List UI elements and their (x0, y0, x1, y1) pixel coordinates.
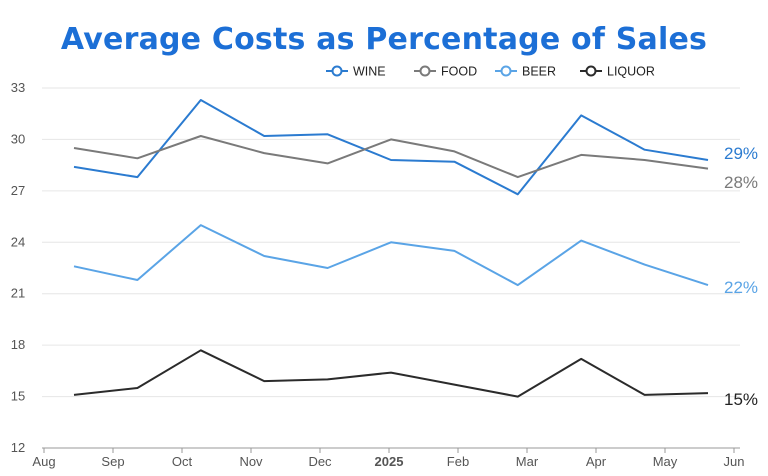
x-tick-label: Aug (32, 454, 55, 469)
legend: WINE FOOD BEER LIQUOR (326, 65, 655, 79)
series-line-wine (73, 99, 709, 196)
y-tick-label: 24 (11, 234, 25, 249)
x-tick-label: Oct (172, 454, 193, 469)
series-line-beer (73, 224, 709, 287)
y-tick-label: 12 (11, 440, 25, 455)
end-label-wine: 29% (724, 144, 758, 163)
y-tick-label: 15 (11, 389, 25, 404)
legend-item-liquor: LIQUOR (580, 65, 655, 79)
x-tick-label: May (653, 454, 678, 469)
x-tick-label: Mar (516, 454, 539, 469)
chart-title: Average Costs as Percentage of Sales (60, 22, 708, 57)
y-tick-label: 30 (11, 131, 25, 146)
x-tick-label: Feb (447, 454, 469, 469)
y-tick-label: 27 (11, 183, 25, 198)
end-labels: 29% 28% 22% 15% (724, 144, 758, 409)
x-tick-label: Sep (101, 454, 124, 469)
x-tick-label: Apr (586, 454, 607, 469)
legend-swatch-marker (331, 65, 343, 77)
x-tick-label: Dec (308, 454, 332, 469)
axes: 12 15 18 21 24 27 30 33 Aug Sep Oct Nov Dec 2025 Feb Ma… (11, 80, 745, 469)
legend-label: WINE (353, 65, 386, 79)
end-label-liquor: 15% (724, 390, 758, 409)
x-tick-label: Jun (724, 454, 745, 469)
y-tick-label: 33 (11, 80, 25, 95)
y-tick-label: 18 (11, 337, 25, 352)
legend-item-food: FOOD (414, 65, 477, 79)
end-label-food: 28% (724, 173, 758, 192)
legend-label: FOOD (441, 65, 477, 79)
legend-item-wine: WINE (326, 65, 386, 79)
end-label-beer: 22% (724, 278, 758, 297)
legend-label: LIQUOR (607, 65, 655, 79)
series-line-food (73, 135, 709, 179)
legend-swatch-marker (500, 65, 512, 77)
legend-label: BEER (522, 65, 556, 79)
x-tick-label: 2025 (375, 454, 404, 469)
legend-swatch-marker (585, 65, 597, 77)
legend-item-beer: BEER (495, 65, 556, 79)
y-tick-label: 21 (11, 286, 25, 301)
x-tick-label: Nov (239, 454, 263, 469)
series-line-liquor (73, 349, 709, 398)
series-lines (73, 99, 709, 398)
legend-swatch-marker (419, 65, 431, 77)
